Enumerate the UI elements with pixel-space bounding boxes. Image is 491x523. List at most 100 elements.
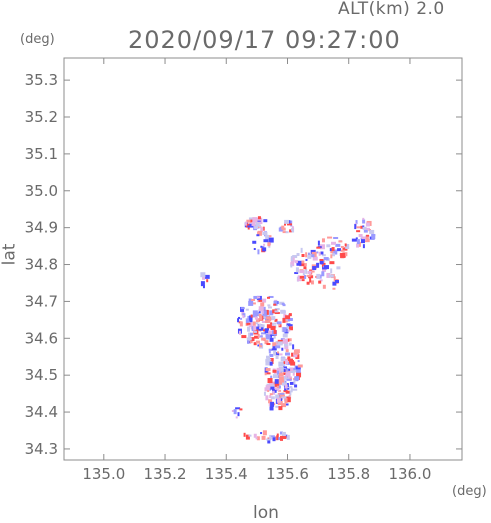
echo-cell: [292, 344, 295, 350]
echo-cell: [266, 334, 271, 340]
echo-cell: [267, 378, 273, 384]
echo-cell: [269, 361, 273, 366]
echo-cell: [290, 262, 295, 267]
echo-cell: [268, 295, 274, 298]
echo-cell: [344, 248, 348, 251]
echo-cell: [245, 434, 250, 440]
echo-cell: [289, 390, 292, 396]
echo-cell: [327, 236, 333, 239]
echo-cell: [246, 219, 252, 223]
echo-cell: [262, 247, 267, 252]
echo-cell: [277, 351, 280, 354]
echo-cell: [251, 326, 255, 332]
echo-cell: [274, 312, 280, 315]
echo-cell: [273, 371, 279, 374]
echo-cell: [316, 273, 321, 279]
echo-cell: [290, 224, 293, 227]
echo-cell: [354, 224, 357, 230]
echo-cell: [319, 258, 324, 261]
echo-cell: [253, 295, 259, 299]
echo-cell: [261, 332, 267, 335]
echo-cell: [319, 244, 325, 250]
echo-cell: [319, 279, 323, 282]
echo-cell: [356, 230, 361, 233]
echo-cell: [253, 433, 257, 438]
echo-cell: [261, 320, 266, 323]
echo-cell: [275, 387, 280, 391]
echo-cell: [286, 361, 292, 365]
echo-cell: [281, 347, 284, 351]
echo-cell: [255, 222, 260, 227]
echo-cell: [331, 247, 335, 252]
echo-cell: [202, 275, 206, 280]
echo-cell: [280, 338, 285, 342]
echo-cell: [366, 234, 370, 237]
echo-cell: [278, 406, 283, 411]
echo-cell: [258, 309, 261, 314]
echo-cell: [333, 236, 339, 239]
y-unit-label: (deg): [20, 32, 55, 47]
echo-cell: [260, 227, 264, 233]
echo-cell: [281, 396, 287, 399]
echo-cell: [283, 341, 288, 347]
echo-cell: [297, 360, 300, 363]
echo-cell: [272, 390, 276, 395]
y-tick-label: 34.8: [25, 256, 58, 274]
echo-cell: [252, 240, 257, 244]
echo-cell: [270, 401, 275, 407]
echo-cell: [304, 274, 307, 279]
echo-cell: [371, 234, 376, 237]
echo-cell: [283, 390, 288, 393]
echo-cell: [301, 279, 305, 282]
echo-cell: [257, 333, 260, 338]
echo-cell: [284, 318, 290, 322]
echo-cell: [255, 318, 260, 323]
echo-cell: [242, 315, 245, 319]
timestamp-title: 2020/09/17 09:27:00: [128, 26, 401, 54]
echo-cell: [278, 376, 284, 382]
y-tick-label: 34.6: [25, 329, 58, 347]
echo-cell: [284, 380, 287, 383]
echo-cell: [318, 280, 322, 284]
echo-cell: [278, 385, 281, 389]
echo-cell: [281, 382, 287, 386]
y-tick-label: 34.4: [25, 403, 58, 421]
echo-cell: [283, 375, 287, 380]
echo-cell: [282, 304, 286, 307]
echo-cell: [332, 287, 336, 290]
echo-cell: [293, 349, 299, 355]
echo-cell: [251, 221, 256, 226]
echo-cell: [286, 369, 289, 374]
echo-cell: [338, 240, 343, 243]
echo-cell: [340, 252, 346, 258]
echo-cell: [287, 338, 292, 342]
echo-cell: [289, 229, 293, 233]
echo-cell: [269, 337, 274, 342]
echo-cell: [371, 233, 376, 239]
echo-cell: [275, 394, 280, 399]
echo-cell: [290, 359, 294, 363]
echo-cell: [274, 308, 280, 311]
echo-cell: [237, 412, 240, 417]
echo-cell: [290, 387, 293, 393]
echo-cell: [238, 316, 241, 319]
x-tick-label: 135.6: [266, 465, 309, 483]
echo-cell: [260, 432, 263, 435]
echo-cell: [272, 437, 276, 442]
echo-cell: [360, 239, 365, 244]
echo-cell: [288, 342, 292, 346]
echo-cell: [256, 234, 260, 237]
echo-cell: [262, 430, 267, 436]
echo-cell: [285, 397, 291, 403]
echo-cell: [255, 322, 259, 325]
echo-cell: [318, 251, 321, 256]
echo-cell: [275, 341, 280, 346]
echo-cell: [270, 396, 275, 400]
echo-cell: [269, 393, 273, 396]
echo-cell: [259, 343, 263, 348]
echo-cell: [246, 322, 251, 325]
echo-cell: [267, 438, 271, 444]
echo-cell: [279, 431, 283, 435]
echo-cell: [250, 314, 253, 318]
echo-cell: [340, 245, 344, 248]
